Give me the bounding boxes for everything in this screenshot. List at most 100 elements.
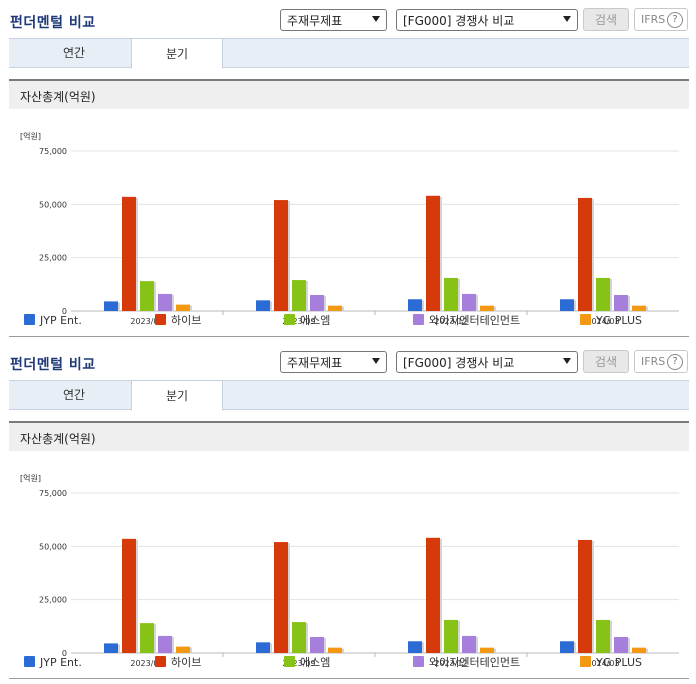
bar	[596, 619, 610, 653]
bar	[596, 277, 610, 311]
legend-swatch	[284, 656, 295, 667]
period-tabs: 연간 분기	[9, 380, 689, 411]
legend-label: 하이브	[171, 656, 202, 669]
y-tick-label: 75,000	[39, 147, 67, 156]
panel-title: 펀더멘털 비교	[10, 15, 96, 31]
bar	[256, 642, 270, 653]
legend-item[interactable]: 에스엠	[284, 655, 330, 671]
bar	[256, 300, 270, 311]
compare-select-value: [FG000] 경쟁사 비교	[403, 14, 515, 28]
help-icon: ?	[667, 12, 683, 28]
bar	[632, 305, 646, 311]
chevron-down-icon	[563, 358, 571, 364]
legend-label: JYP Ent.	[40, 314, 82, 327]
panel-header: 펀더멘털 비교 주재무제표 [FG000] 경쟁사 비교 검색 IFRS ?	[0, 0, 696, 38]
legend-swatch	[155, 314, 166, 325]
compare-select[interactable]: [FG000] 경쟁사 비교	[396, 351, 578, 373]
total-assets-bar-chart: [억원] 0 25,000 50,000 75,000 2023/06 2023/09 202…	[20, 131, 679, 326]
bar	[426, 195, 440, 311]
period-tabs: 연간 분기	[9, 38, 689, 69]
y-tick-label: 25,000	[39, 254, 67, 263]
item-select-value: 주재무제표	[287, 356, 343, 370]
compare-select-value: [FG000] 경쟁사 비교	[403, 356, 515, 370]
bar	[158, 635, 172, 653]
legend-item[interactable]: JYP Ent.	[24, 313, 82, 329]
bar	[560, 299, 574, 311]
compare-select[interactable]: [FG000] 경쟁사 비교	[396, 9, 578, 31]
bar	[632, 647, 646, 653]
bar	[310, 637, 324, 653]
legend-item[interactable]: 하이브	[155, 313, 201, 329]
bar	[140, 281, 154, 311]
bar	[560, 641, 574, 653]
unit-label: [억원]	[20, 473, 41, 483]
bar	[462, 293, 476, 311]
divider	[9, 678, 689, 679]
bar	[408, 641, 422, 653]
x-tick-label: 2023/12	[434, 317, 467, 326]
tab-annual[interactable]: 연간	[62, 46, 86, 60]
bar	[462, 635, 476, 653]
bar	[292, 280, 306, 311]
bar	[140, 623, 154, 653]
item-select[interactable]: 주재무제표	[280, 9, 387, 31]
bar	[480, 647, 494, 653]
ifrs-button[interactable]: IFRS ?	[634, 8, 688, 31]
panel-header: 펀더멘털 비교 주재무제표 [FG000] 경쟁사 비교 검색 IFRS ?	[0, 342, 696, 380]
legend-item[interactable]: YG PLUS	[580, 313, 642, 329]
legend-item[interactable]: 와이지엔터테인먼트	[413, 313, 520, 329]
section-title-bar: 자산총계(억원)	[9, 79, 689, 109]
legend-swatch	[155, 656, 166, 667]
tab-quarterly[interactable]: 분기	[131, 38, 223, 69]
item-select-value: 주재무제표	[287, 14, 343, 28]
search-button[interactable]: 검색	[583, 8, 629, 31]
fundamental-panel-1: 펀더멘털 비교 주재무제표 [FG000] 경쟁사 비교 검색 IFRS ? 연…	[0, 0, 696, 337]
bar	[578, 539, 592, 653]
y-tick-label: 75,000	[39, 489, 67, 498]
legend-item[interactable]: 에스엠	[284, 313, 330, 329]
ifrs-label: IFRS	[641, 355, 666, 368]
unit-label: [억원]	[20, 131, 41, 141]
help-icon: ?	[667, 354, 683, 370]
legend-swatch	[413, 314, 424, 325]
y-tick-label: 25,000	[39, 596, 67, 605]
bar	[614, 637, 628, 653]
bar	[176, 304, 190, 311]
bar	[274, 542, 288, 653]
chevron-down-icon	[372, 358, 380, 364]
bar	[480, 305, 494, 311]
bar	[426, 537, 440, 653]
item-select[interactable]: 주재무제표	[280, 351, 387, 373]
legend-item[interactable]: YG PLUS	[580, 655, 642, 671]
bar	[578, 197, 592, 311]
legend-swatch	[580, 656, 591, 667]
x-tick-label: 2023/12	[434, 659, 467, 668]
x-tick-label: 2023/06	[130, 317, 163, 326]
legend-label: 에스엠	[300, 314, 331, 327]
bar	[292, 622, 306, 653]
legend-item[interactable]: 하이브	[155, 655, 201, 671]
bar	[158, 293, 172, 311]
chart-legend: JYP Ent. 하이브 에스엠 와이지엔터테인먼트 YG PLUS	[24, 655, 674, 671]
legend-item[interactable]: JYP Ent.	[24, 655, 82, 671]
divider	[9, 336, 689, 337]
ifrs-button[interactable]: IFRS ?	[634, 350, 688, 373]
chevron-down-icon	[372, 16, 380, 22]
bar	[444, 277, 458, 311]
legend-item[interactable]: 와이지엔터테인먼트	[413, 655, 520, 671]
section-title-bar: 자산총계(억원)	[9, 421, 689, 451]
section-title: 자산총계(억원)	[20, 432, 96, 446]
tab-quarterly[interactable]: 분기	[131, 380, 223, 411]
panel-title: 펀더멘털 비교	[10, 357, 96, 373]
y-tick-label: 0	[62, 307, 67, 316]
chevron-down-icon	[563, 16, 571, 22]
bar	[444, 619, 458, 653]
ifrs-label: IFRS	[641, 13, 666, 26]
search-button[interactable]: 검색	[583, 350, 629, 373]
legend-label: YG PLUS	[596, 656, 642, 669]
bar	[122, 196, 136, 311]
tab-annual[interactable]: 연간	[62, 388, 86, 402]
section-title: 자산총계(억원)	[20, 90, 96, 104]
x-tick-label: 2023/09	[282, 317, 315, 326]
x-tick-label: 2024/03	[586, 317, 619, 326]
